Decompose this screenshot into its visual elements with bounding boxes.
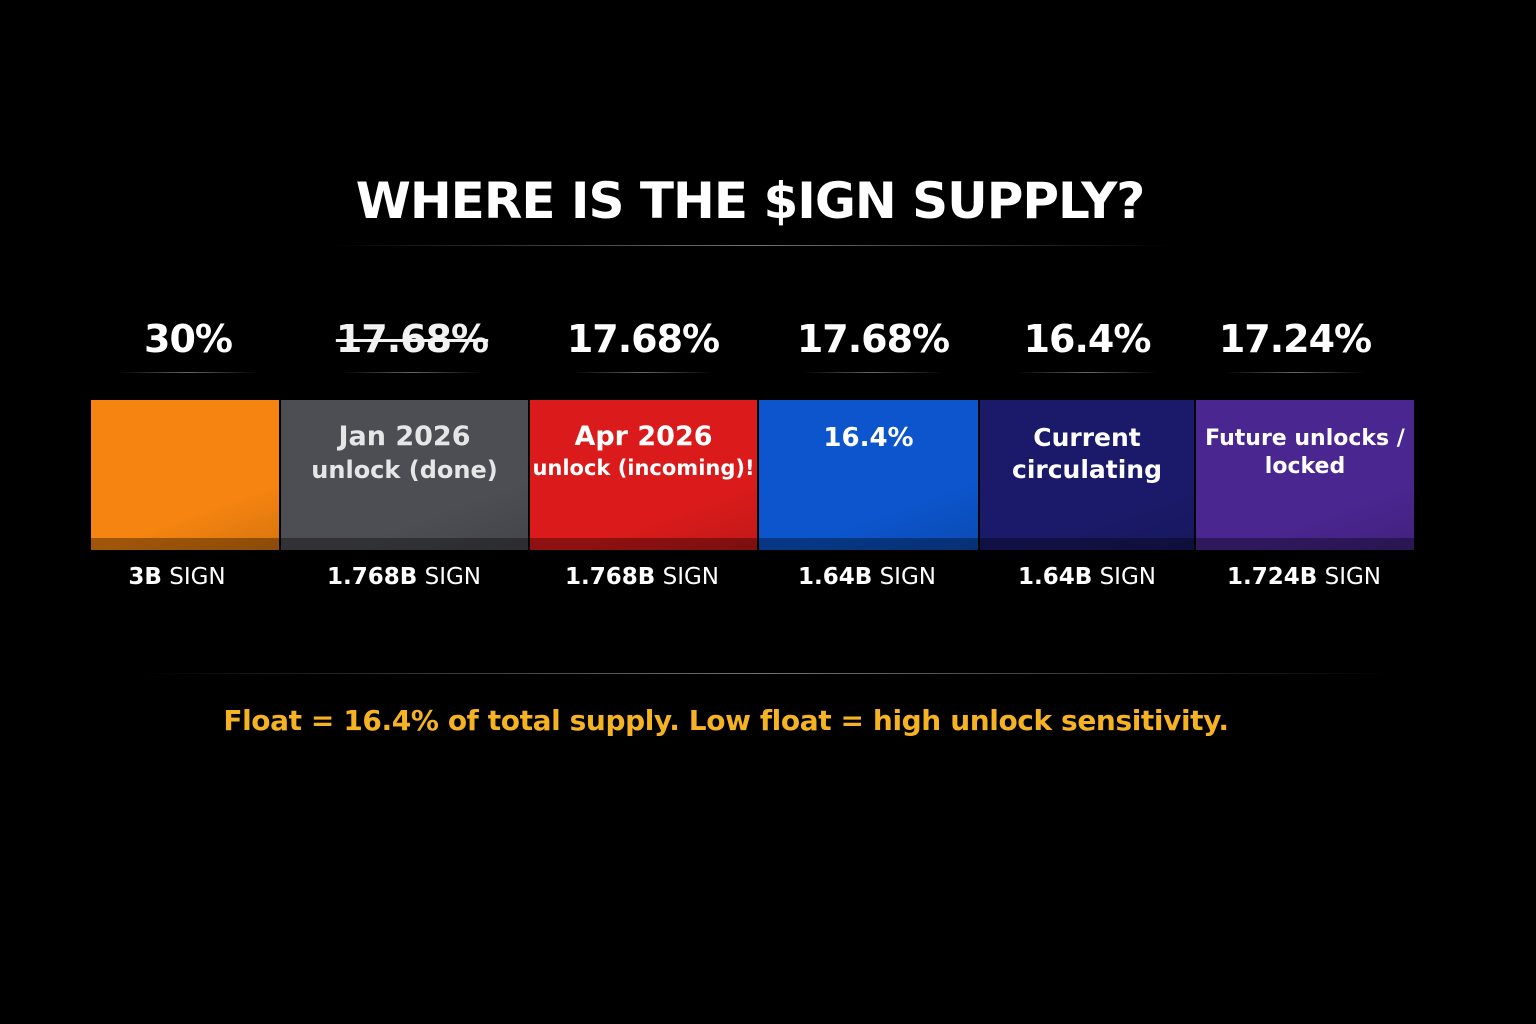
segment-amount-value: 1.768B bbox=[326, 564, 418, 590]
percent-underline bbox=[573, 372, 713, 373]
segment-inner-label-line: Jan 2026 bbox=[338, 421, 471, 452]
segment-percent-label: 17.24% bbox=[1218, 317, 1372, 361]
segment-percent-label: 16.4% bbox=[1023, 317, 1152, 361]
segment-inner-label-line: Current bbox=[1033, 423, 1141, 452]
segment-amount-label: 3B SIGN bbox=[128, 564, 225, 590]
segment-base-shadow bbox=[1196, 538, 1414, 550]
supply-segment-bar: Current circulating bbox=[980, 400, 1194, 550]
segment-amount-value: 1.724B bbox=[1226, 564, 1318, 590]
percent-underline bbox=[803, 372, 943, 373]
segment-amount-label: 1.724B SIGN bbox=[1227, 564, 1381, 590]
segment-inner-label-line: unlock (incoming)! bbox=[532, 455, 755, 480]
segment-inner-label: Apr 2026 unlock (incoming)! bbox=[530, 420, 757, 481]
segment-base-shadow bbox=[530, 538, 757, 550]
segment-amount-unit: SIGN bbox=[1317, 564, 1382, 590]
segment-inner-label-line: Apr 2026 bbox=[574, 421, 713, 452]
segment-amount-value: 1.64B bbox=[797, 564, 873, 590]
percent-underline bbox=[118, 372, 258, 373]
segment-amount-label: 1.64B SIGN bbox=[798, 564, 936, 590]
footnote-divider bbox=[140, 673, 1390, 674]
segment-percent-label: 17.68% bbox=[566, 317, 720, 361]
segment-inner-label: Current circulating bbox=[980, 422, 1194, 486]
segment-amount-label: 1.64B SIGN bbox=[1018, 564, 1156, 590]
segment-inner-label-line: Future unlocks / bbox=[1205, 426, 1405, 451]
segment-amount-unit: SIGN bbox=[872, 564, 937, 590]
percent-underline bbox=[1225, 372, 1365, 373]
segment-amount-unit: SIGN bbox=[161, 564, 226, 590]
segment-base-shadow bbox=[91, 538, 279, 550]
segment-inner-label-line: circulating bbox=[1012, 455, 1162, 484]
segment-amount-value: 1.768B bbox=[564, 564, 656, 590]
chart-title: WHERE IS THE $IGN SUPPLY? bbox=[355, 172, 1146, 230]
supply-segment-bar: Apr 2026 unlock (incoming)! bbox=[530, 400, 757, 550]
percent-underline bbox=[1017, 372, 1157, 373]
segment-base-shadow bbox=[759, 538, 978, 550]
supply-segment-bar: Future unlocks / locked bbox=[1196, 400, 1414, 550]
supply-segment-bar: Jan 2026 unlock (done) bbox=[281, 400, 528, 550]
segment-inner-label-line: unlock (done) bbox=[311, 455, 498, 484]
segment-base-shadow bbox=[980, 538, 1194, 550]
segment-inner-label-line: 16.4% bbox=[823, 423, 914, 453]
segment-percent-label: 17.68% bbox=[335, 317, 489, 361]
segment-amount-value: 1.64B bbox=[1017, 564, 1093, 590]
segment-base-shadow bbox=[281, 538, 528, 550]
segment-inner-label: Future unlocks / locked bbox=[1196, 425, 1414, 481]
segment-inner-label-line: locked bbox=[1264, 454, 1346, 480]
segment-amount-label: 1.768B SIGN bbox=[565, 564, 719, 590]
segment-inner-label: 16.4% bbox=[759, 422, 978, 455]
footnote: Float = 16.4% of total supply. Low float… bbox=[223, 704, 1229, 737]
segment-percent-label: 17.68% bbox=[796, 317, 950, 361]
segment-amount-unit: SIGN bbox=[1092, 564, 1157, 590]
segment-percent-label: 30% bbox=[144, 317, 233, 361]
segment-amount-label: 1.768B SIGN bbox=[327, 564, 481, 590]
supply-segment-bar: 16.4% bbox=[759, 400, 978, 550]
percent-underline bbox=[342, 372, 482, 373]
title-divider bbox=[330, 245, 1170, 246]
segment-amount-unit: SIGN bbox=[655, 564, 720, 590]
segment-amount-unit: SIGN bbox=[417, 564, 482, 590]
supply-segment-bar bbox=[91, 400, 279, 550]
segment-amount-value: 3B bbox=[128, 564, 162, 590]
segment-inner-label: Jan 2026 unlock (done) bbox=[281, 420, 528, 485]
